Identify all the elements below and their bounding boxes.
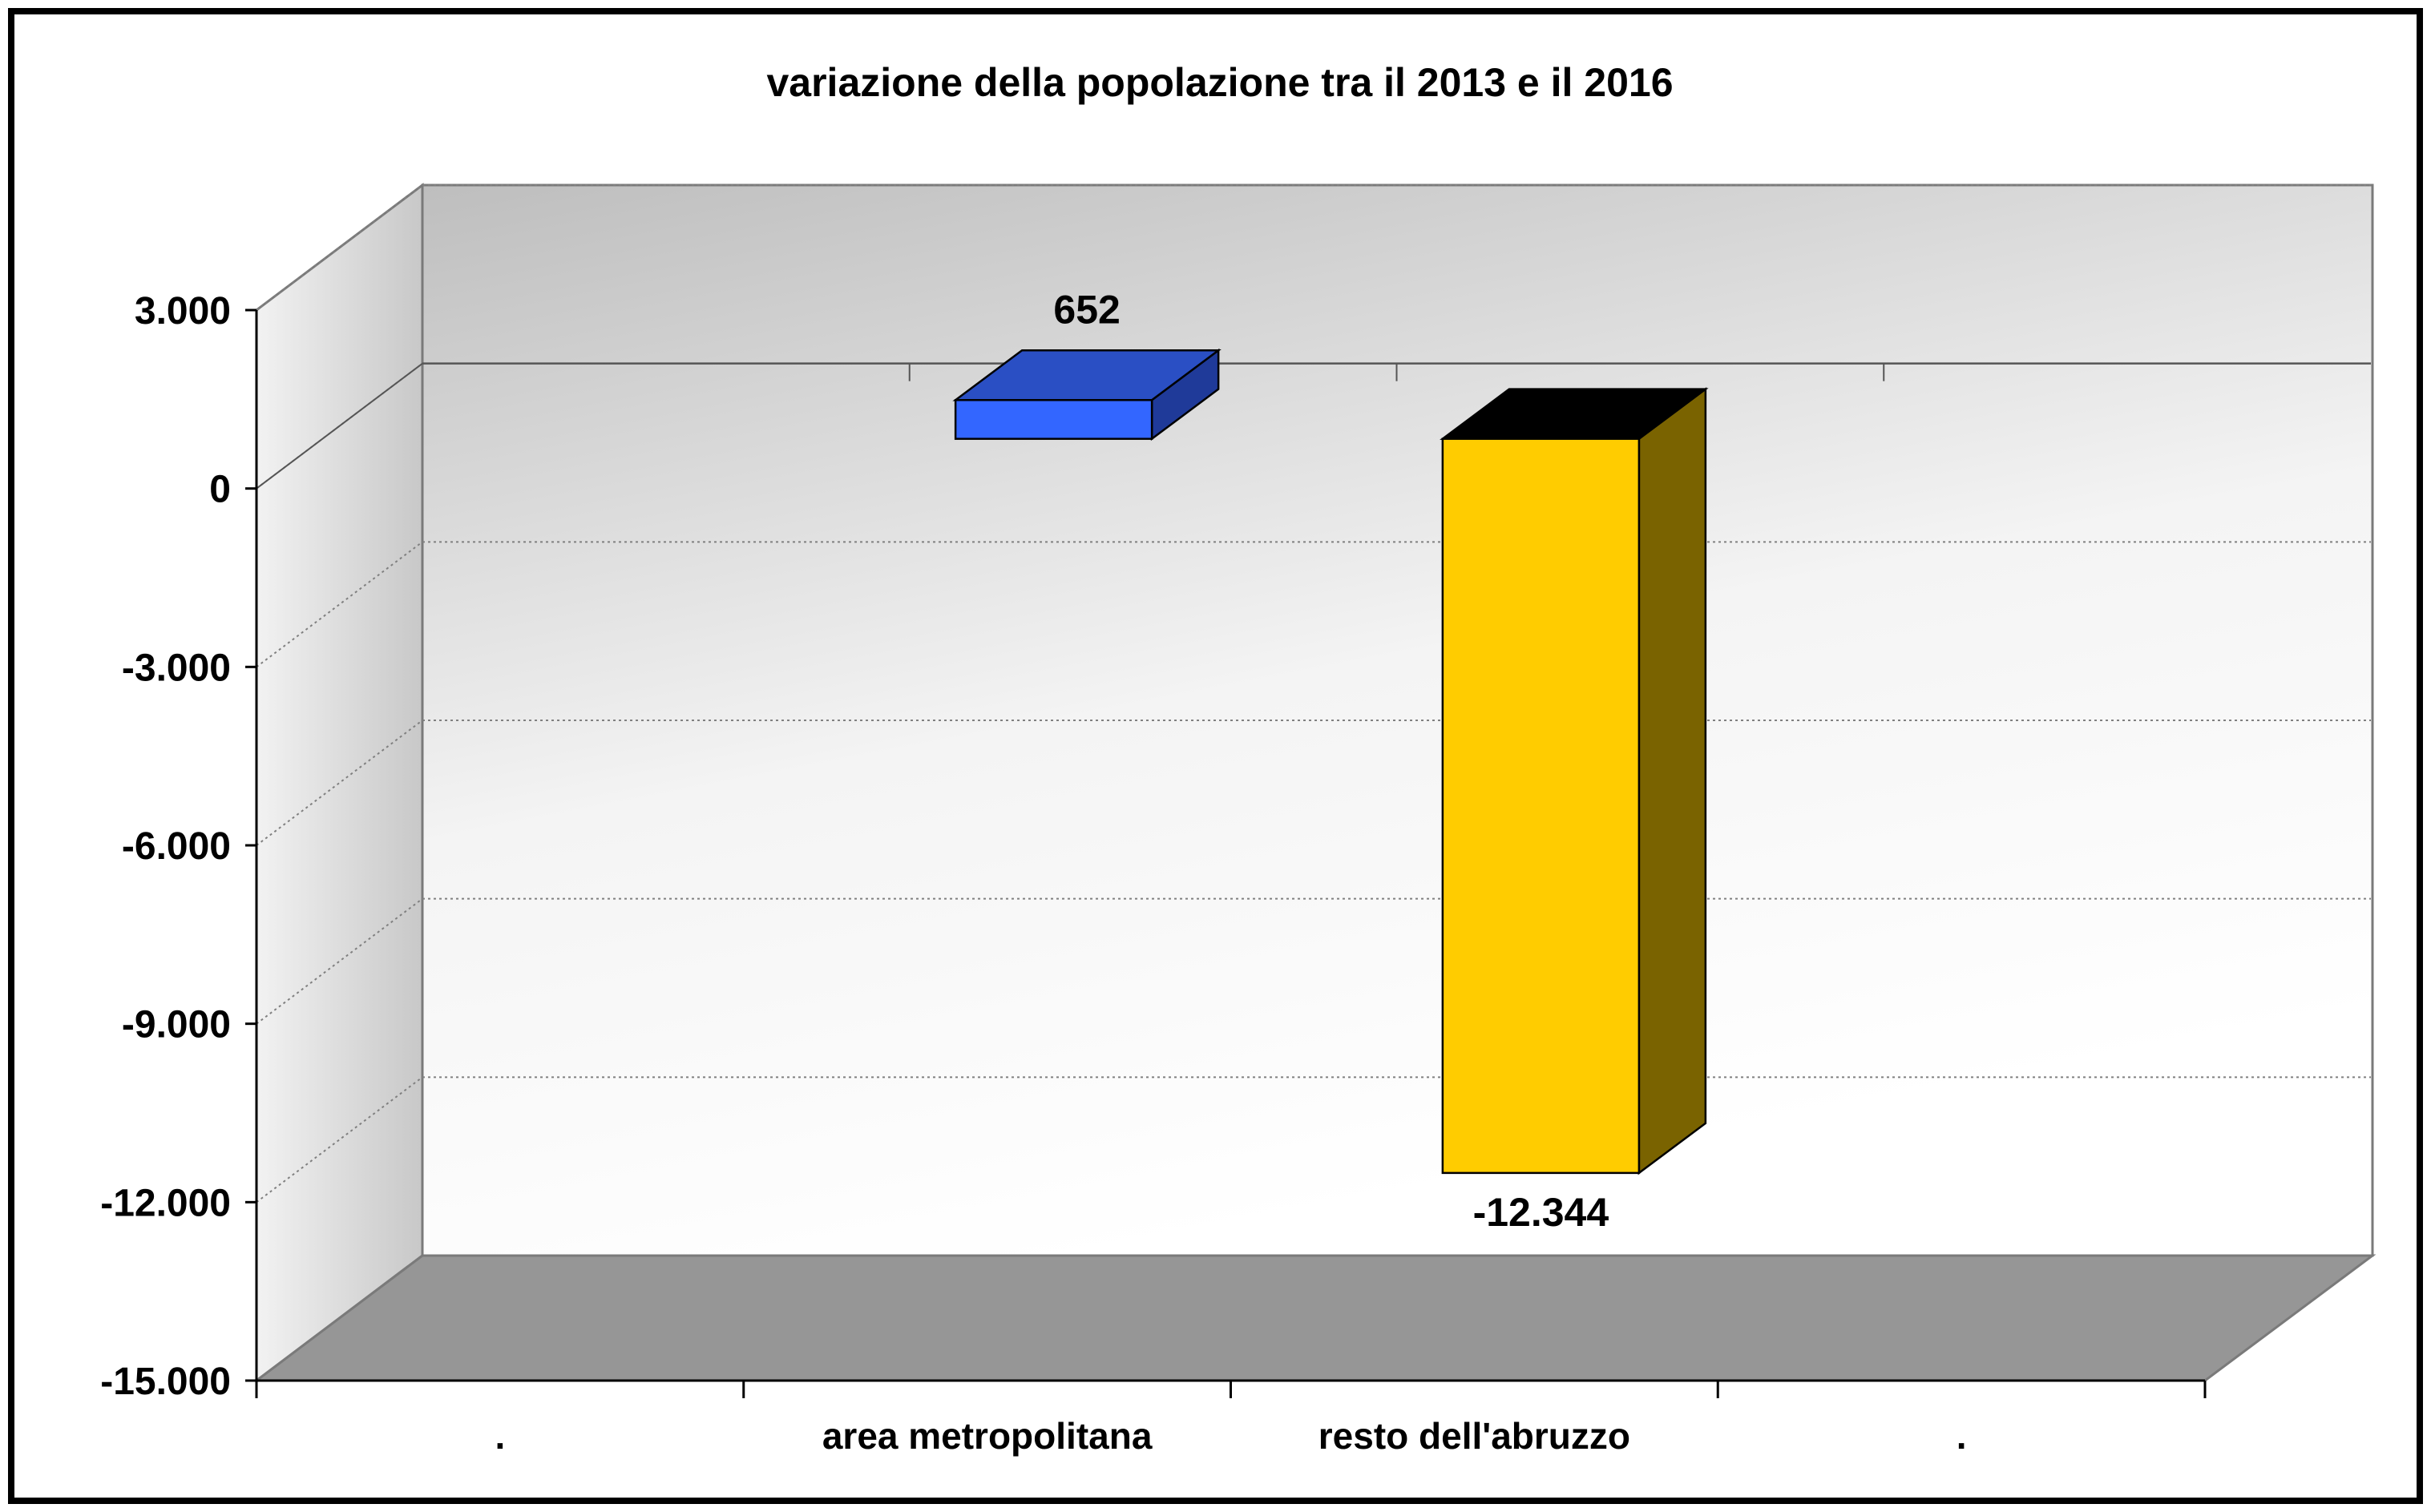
gridline-diagonal bbox=[256, 541, 423, 668]
chart-floor bbox=[252, 1254, 2376, 1382]
chart-title: variazione della popolazione tra il 2013… bbox=[766, 60, 1673, 105]
gridline-diagonal bbox=[256, 720, 423, 846]
x-tick-label: resto dell'abruzzo bbox=[1318, 1415, 1630, 1457]
y-tick-label: 0 bbox=[209, 469, 231, 511]
bars bbox=[952, 348, 1709, 1175]
x-tick-label: . bbox=[495, 1415, 505, 1457]
gridline-diagonal bbox=[256, 184, 423, 311]
side-wall bbox=[255, 182, 424, 1384]
x-tick-label: . bbox=[1957, 1415, 1967, 1457]
y-tick-label: -9.000 bbox=[122, 1004, 231, 1046]
data-label: -12.344 bbox=[1473, 1190, 1609, 1235]
data-labels: 652 -12.344 bbox=[1053, 287, 1609, 1235]
y-tick-label: -6.000 bbox=[122, 825, 231, 868]
gridline-diagonal bbox=[256, 897, 423, 1025]
y-tick-label: -12.000 bbox=[100, 1182, 231, 1224]
y-axis: 3.000 0 -3.000 -6.000 -9.000 -12.000 -15.000 bbox=[100, 290, 258, 1403]
bar-side bbox=[1637, 387, 1707, 1175]
y-tick-label: 3.000 bbox=[135, 290, 231, 333]
x-tick-label: area metropolitana bbox=[822, 1415, 1153, 1457]
data-label: 652 bbox=[1053, 287, 1120, 332]
bar-front bbox=[1441, 437, 1641, 1175]
bar bbox=[1440, 387, 1709, 1175]
gridlines bbox=[256, 184, 2371, 1204]
y-tick-label: -3.000 bbox=[122, 647, 231, 689]
zero-line-diagonal bbox=[256, 362, 423, 490]
y-tick-label: -15.000 bbox=[100, 1361, 231, 1403]
bar-front bbox=[954, 399, 1153, 440]
gridline-diagonal bbox=[256, 1076, 423, 1204]
bar bbox=[952, 348, 1222, 442]
x-axis: . area metropolitana resto dell'abruzzo. bbox=[255, 1379, 2207, 1457]
